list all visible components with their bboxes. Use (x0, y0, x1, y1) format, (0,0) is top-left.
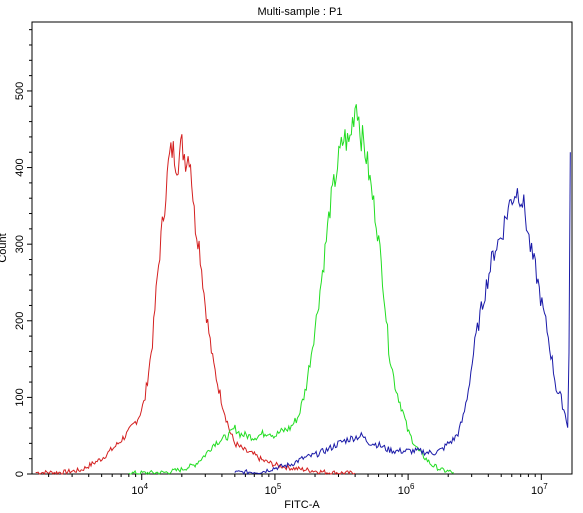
y-tick-label: 400 (14, 158, 26, 176)
plot-frame (31, 21, 573, 475)
x-axis: 104 105 106 107 (48, 474, 548, 497)
series-line-1 (128, 104, 454, 475)
series-line-2 (234, 152, 571, 476)
x-tick-label: 106 (398, 482, 415, 497)
x-axis-label: FITC-A (284, 499, 320, 511)
y-tick-label: 0 (14, 471, 26, 477)
y-tick-label: 100 (14, 388, 26, 406)
x-tick-label: 107 (531, 482, 548, 497)
series-layer (35, 104, 571, 476)
y-axis: 0 100 200 300 400 500 (14, 29, 32, 477)
x-tick-label: 105 (265, 482, 282, 497)
x-tick-label: 104 (131, 482, 148, 497)
series-line-0 (35, 134, 356, 476)
y-tick-label: 300 (14, 235, 26, 253)
y-tick-label: 200 (14, 312, 26, 330)
chart-title: Multi-sample : P1 (258, 6, 343, 18)
y-tick-label: 500 (14, 82, 26, 100)
y-axis-label: Count (0, 233, 9, 262)
